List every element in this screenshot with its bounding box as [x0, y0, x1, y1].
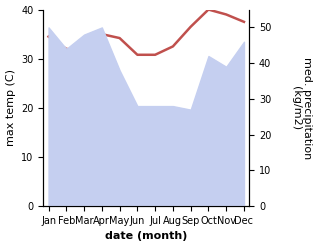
Y-axis label: med. precipitation
(kg/m2): med. precipitation (kg/m2) [291, 57, 313, 159]
Y-axis label: max temp (C): max temp (C) [5, 69, 16, 146]
X-axis label: date (month): date (month) [105, 231, 187, 242]
